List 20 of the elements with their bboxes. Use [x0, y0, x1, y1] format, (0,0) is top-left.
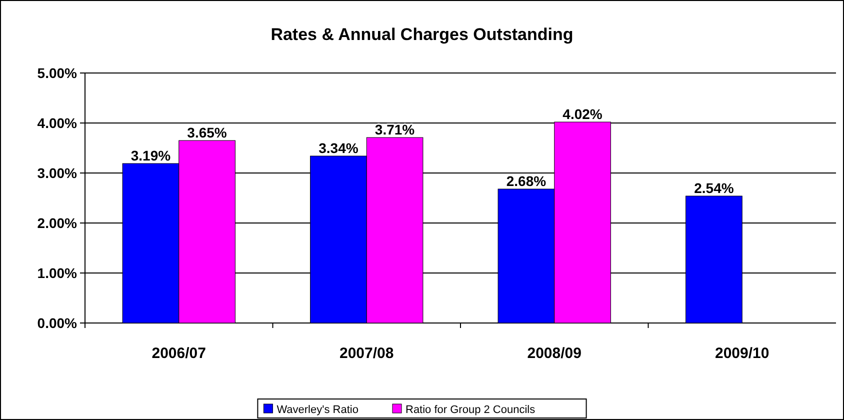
data-label: 3.65% [187, 124, 228, 140]
y-tick-label: 1.00% [37, 264, 78, 281]
y-tick-label: 0.00% [37, 314, 78, 331]
data-label: 2.54% [694, 180, 734, 196]
data-label: 4.02% [562, 106, 603, 122]
x-tick-label: 2008/09 [527, 345, 582, 362]
legend-label: Waverley's Ratio [276, 404, 358, 416]
legend-label: Ratio for Group 2 Councils [406, 404, 536, 416]
y-tick-label: 5.00% [37, 64, 78, 81]
y-tick-label: 3.00% [37, 164, 78, 181]
x-tick-label: 2009/10 [715, 345, 770, 362]
data-label: 3.34% [318, 140, 359, 156]
data-label: 2.68% [506, 173, 547, 189]
data-label: 3.19% [130, 148, 172, 164]
y-tick-label: 2.00% [37, 214, 78, 231]
x-tick-label: 2006/07 [152, 345, 206, 362]
y-tick-label: 4.00% [37, 114, 78, 131]
chart-title: Rates & Annual Charges Outstanding [270, 25, 574, 44]
x-tick-label: 2007/08 [340, 345, 394, 362]
data-label: 3.71% [374, 122, 416, 138]
